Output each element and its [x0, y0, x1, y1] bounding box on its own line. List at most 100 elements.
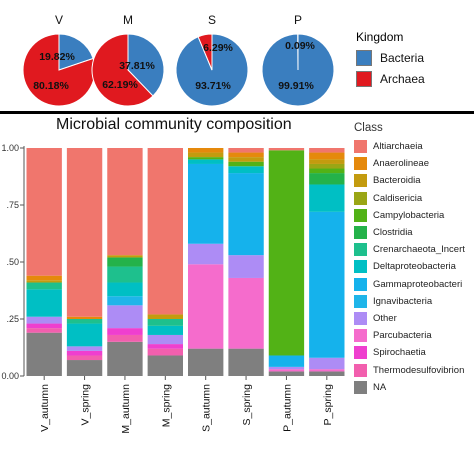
pie-label-V-archaea: 80.18%: [33, 80, 69, 92]
class-legend-label: Clostridia: [373, 227, 413, 239]
bar-segment-P_spring-Deltaproteobacteria: [309, 184, 345, 212]
x-tick-label: M_autumn: [120, 384, 132, 434]
pie-title-M: M: [123, 13, 133, 27]
class-legend-swatch: [354, 157, 367, 171]
class-legend-swatch: [354, 174, 367, 188]
bar-segment-M_spring-NA: [147, 355, 183, 376]
bar-segment-M_spring-Deltaproteobacteria: [147, 325, 183, 335]
class-legend-label: Other: [373, 312, 397, 324]
kingdom-pie-charts: V 19.82% 80.18% M 37.81% 62.19% S 93.71% 6.29% P 9…: [22, 13, 335, 107]
class-legend-item: Caldisericia: [354, 190, 474, 207]
class-legend-label: Bacteroidia: [373, 175, 421, 187]
class-legend-item: NA: [354, 379, 474, 396]
bar-segment-M_spring-Crenarchaeota_Incertae_Sedis: [147, 319, 183, 326]
class-legend-swatch: [354, 311, 367, 325]
bar-segment-P_autumn-NA: [268, 371, 305, 376]
bar-segment-P_autumn-Parcubacteria: [268, 369, 305, 372]
x-tick-label: P_autumn: [281, 384, 293, 432]
class-legend-label: Ignavibacteria: [373, 295, 433, 307]
class-legend-label: Altiarchaeia: [373, 141, 423, 153]
bar-segment-M_autumn-Other: [107, 305, 143, 329]
class-legend-item: Clostridia: [354, 224, 474, 241]
legend-label-bacteria: Bacteria: [380, 51, 425, 65]
pie-slice-S-archaea: [197, 33, 213, 71]
bar-segment-S_autumn-Bacteroidia: [188, 152, 224, 158]
class-legend-swatch: [354, 260, 367, 274]
bar-segment-V_spring-Deltaproteobacteria: [66, 323, 103, 347]
bar-segment-S_spring-NA: [228, 348, 264, 376]
bar-segment-M_autumn-NA: [107, 341, 143, 376]
bar-segment-V_autumn-Other: [26, 316, 62, 324]
bar-segment-P_spring-Parcubacteria: [309, 369, 345, 372]
class-legend-swatch: [354, 294, 367, 308]
class-legend-item: Campylobacteria: [354, 207, 474, 224]
class-legend-item: Deltaproteobacteria: [354, 258, 474, 275]
bar-segment-M_spring-Other: [147, 334, 183, 345]
bar-segment-V_spring-NA: [66, 360, 103, 376]
x-tick-label: P_spring: [322, 384, 334, 426]
bar-segment-P_spring-Altiarchaeia: [309, 148, 345, 153]
class-legend-item: Anaerolineae: [354, 155, 474, 172]
bar-segment-V_autumn-Thermodesulfovibrionia: [26, 328, 62, 333]
bar-segment-M_autumn-Deltaproteobacteria: [107, 282, 143, 297]
class-legend-swatch: [354, 208, 367, 222]
class-legend-swatch: [354, 277, 367, 291]
bar-segment-P_spring-Other: [309, 357, 345, 370]
bar-segment-P_spring-Caldisericia: [309, 163, 345, 169]
bar-segment-M_autumn-Spirochaetia: [107, 328, 143, 335]
class-legend-label: Deltaproteobacteria: [373, 261, 456, 273]
legend-label-archaea: Archaea: [380, 72, 425, 86]
bar-segment-M_autumn-Thermodesulfovibrionia: [107, 334, 143, 342]
class-legend-item: Altiarchaeia: [354, 138, 474, 155]
bar-segment-M_autumn-Ignavibacteria: [107, 296, 143, 306]
bar-segment-V_spring-Other: [66, 346, 103, 351]
y-tick-label: .25: [6, 314, 19, 324]
x-tick-label: V_autumn: [39, 384, 51, 432]
kingdom-legend-title: Kingdom: [356, 30, 404, 44]
class-legend-swatch: [354, 329, 367, 343]
bar-chart-title: Microbial community composition: [56, 116, 292, 133]
pie-slice-M-archaea: [91, 33, 154, 107]
bar-segment-P_spring-NA: [309, 371, 345, 376]
bar-segment-P_spring-Campylobacteria: [309, 168, 345, 174]
bar-segment-M_spring-Altiarchaeia: [147, 148, 183, 315]
pie-label-M-archaea: 62.19%: [102, 79, 138, 91]
bar-segment-S_spring-Parcubacteria: [228, 277, 264, 349]
class-legend-swatch: [354, 191, 367, 205]
y-tick-label: .50: [6, 257, 19, 267]
y-tick-label: 1.00: [1, 143, 19, 153]
bar-segment-P_spring-Gammaproteobacteria: [309, 211, 345, 358]
bar-segment-P_spring-Bacteroidia: [309, 159, 345, 164]
bar-segment-P_autumn-Gammaproteobacteria: [268, 355, 305, 367]
bar-segment-S_spring-Other: [228, 255, 264, 278]
bar-segment-S_spring-Bacteroidia: [228, 157, 264, 162]
pie-title-S: S: [208, 13, 216, 27]
legend-item-archaea: Archaea: [356, 70, 466, 88]
bar-segment-S_autumn-Other: [188, 243, 224, 265]
bar-segment-S_autumn-Deltaproteobacteria: [188, 159, 224, 164]
class-legend-swatch: [354, 363, 367, 377]
bar-segment-M_spring-Spirochaetia: [147, 344, 183, 349]
bar-segment-P_autumn-Other: [268, 366, 305, 370]
class-legend-item: Gammaproteobacteri: [354, 276, 474, 293]
bar-segment-V_spring-Spirochaetia: [66, 350, 103, 356]
class-legend-swatch: [354, 380, 367, 394]
y-tick-label: .75: [6, 200, 19, 210]
bar-segment-S_spring-Altiarchaeia: [228, 148, 264, 153]
bar-segment-S_autumn-Anaerolineae: [188, 148, 224, 153]
bar-segment-M_autumn-Clostridia: [107, 257, 143, 267]
class-legend-label: Campylobacteria: [373, 209, 445, 221]
class-legend-swatch: [354, 243, 367, 257]
class-legend-label: Caldisericia: [373, 192, 423, 204]
bar-segment-P_spring-Clostridia: [309, 173, 345, 185]
pie-label-P-bacteria: 99.91%: [278, 80, 314, 92]
class-legend-item: Parcubacteria: [354, 327, 474, 344]
bar-segment-V_spring-Thermodesulfovibrionia: [66, 355, 103, 361]
class-legend-label: Anaerolineae: [373, 158, 429, 170]
class-legend-label: NA: [373, 381, 387, 393]
class-legend-item: Other: [354, 310, 474, 327]
class-legend-item: Thermodesulfovibrion: [354, 361, 474, 378]
class-legend-swatch: [354, 226, 367, 240]
bar-segment-V_spring-Anaerolineae: [66, 316, 103, 319]
class-legend-label: Thermodesulfovibrion: [373, 364, 465, 376]
